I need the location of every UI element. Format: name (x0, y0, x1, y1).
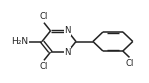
Text: Cl: Cl (39, 62, 47, 71)
Text: Cl: Cl (40, 12, 48, 21)
Text: Cl: Cl (126, 59, 134, 68)
Text: N: N (64, 26, 71, 35)
Text: N: N (64, 48, 71, 57)
Text: H₂N: H₂N (12, 37, 29, 46)
